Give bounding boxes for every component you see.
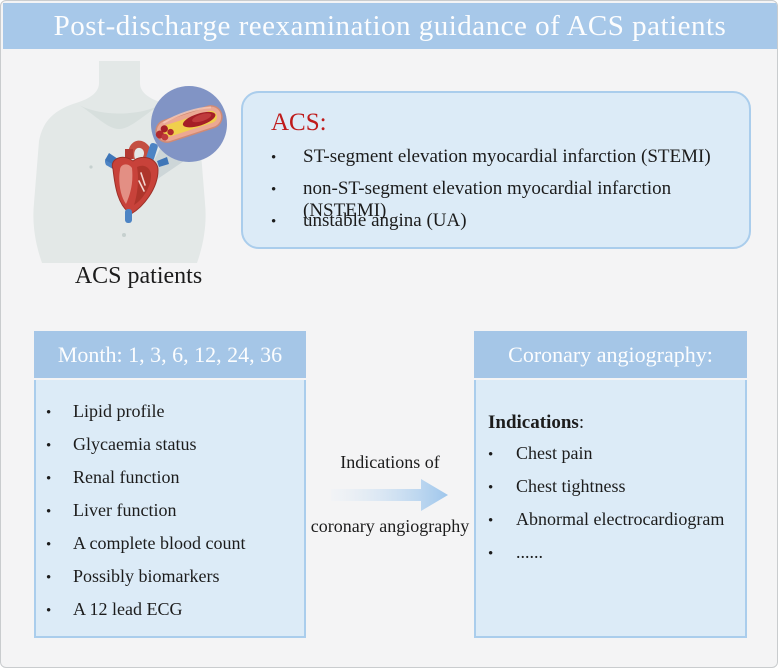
bullet-icon: • [46, 603, 52, 619]
right-arrow-icon [331, 479, 448, 511]
indications-word: Indications [488, 412, 579, 433]
bullet-icon: • [488, 513, 494, 529]
followup-panel-body: • Lipid profile • Glycaemia status • Renal fu… [34, 380, 306, 638]
list-item-label: ST-segment elevation myocardial infarcti… [303, 146, 711, 167]
list-item-label: Possibly biomarkers [73, 566, 220, 586]
list-item-label: Chest tightness [516, 476, 626, 496]
bullet-icon: • [488, 447, 494, 463]
acs-definition-panel: ACS: • ST-segment elevation myocardial in… [241, 91, 751, 249]
list-item: • Renal function [46, 467, 300, 500]
bullet-icon: • [46, 537, 52, 553]
bullet-icon: • [46, 504, 52, 520]
indications-list: • Chest pain • Chest tightness • Abnormal ele… [488, 443, 741, 575]
list-item: •...... [488, 542, 741, 575]
list-item: • Chest tightness [488, 476, 741, 509]
list-item-label: non-ST-segment elevation myocardial infa… [303, 178, 672, 221]
angiography-panel-title: Coronary angiography: [508, 341, 713, 367]
followup-panel-title: Month: 1, 3, 6, 12, 24, 36 [57, 341, 283, 367]
list-item: • non-ST-segment elevation myocardial inf… [271, 178, 729, 221]
torso-detail-dot [89, 165, 93, 169]
indications-colon: : [578, 412, 585, 433]
patient-illustration [21, 57, 236, 269]
list-item: • A 12 lead ECG [46, 599, 300, 632]
bullet-icon: • [46, 405, 52, 421]
list-item-label: Chest pain [516, 443, 593, 463]
bullet-icon: • [271, 182, 277, 198]
list-item: • Possibly biomarkers [46, 566, 300, 599]
figure-title: Post-discharge reexamination guidance of… [53, 9, 727, 42]
indications-subheading: Indications: [488, 412, 741, 434]
arrow-label-top: Indications of [340, 452, 440, 472]
list-item: • Liver function [46, 500, 300, 533]
bullet-icon: • [46, 438, 52, 454]
list-item: • unstable angina (UA) [271, 210, 729, 242]
acs-heading: ACS: [271, 109, 327, 136]
angiography-panel-body: Indications: • Chest pain • Chest tightness… [474, 380, 747, 638]
list-item: • Abnormal electrocardiogram [488, 509, 741, 542]
patient-label: ACS patients [74, 263, 203, 289]
torso-collar-shading [76, 103, 163, 129]
arrow-label-bottom: coronary angiography [310, 516, 470, 536]
list-item: • Glycaemia status [46, 434, 300, 467]
list-item-label: A complete blood count [73, 533, 246, 553]
acs-definition-list: • ST-segment elevation myocardial infarct… [271, 146, 729, 242]
bullet-icon: • [488, 546, 494, 562]
followup-test-list: • Lipid profile • Glycaemia status • Renal fu… [46, 401, 300, 632]
list-item-label: A 12 lead ECG [73, 599, 183, 619]
list-item-label: Abnormal electrocardiogram [516, 509, 725, 529]
list-item: • Chest pain [488, 443, 741, 476]
followup-panel-header: Month: 1, 3, 6, 12, 24, 36 [34, 331, 306, 378]
list-item-label: unstable angina (UA) [303, 210, 467, 231]
bullet-icon: • [46, 570, 52, 586]
list-item-label: Liver function [73, 500, 177, 520]
torso-illustration [33, 61, 227, 263]
bullet-icon: • [271, 214, 277, 230]
list-item-label: Renal function [73, 467, 180, 487]
list-item: • ST-segment elevation myocardial infarct… [271, 146, 729, 178]
heart-illustration [105, 140, 169, 223]
bullet-icon: • [271, 150, 277, 166]
angiography-panel-header: Coronary angiography: [474, 331, 747, 378]
list-item-label: Lipid profile [73, 401, 165, 421]
bullet-icon: • [46, 471, 52, 487]
arrow-annotation: Indications of coronary angiography [304, 452, 476, 537]
list-item: • A complete blood count [46, 533, 300, 566]
artery-callout [151, 86, 227, 162]
figure-title-bar: Post-discharge reexamination guidance of… [3, 3, 777, 49]
bullet-icon: • [488, 480, 494, 496]
list-item-label: ...... [516, 542, 543, 562]
torso-navel-dot [122, 233, 126, 237]
list-item: • Lipid profile [46, 401, 300, 434]
followup-panel: Month: 1, 3, 6, 12, 24, 36 • Lipid profil… [34, 331, 306, 638]
angiography-panel: Coronary angiography: Indications: • Ches… [474, 331, 747, 638]
list-item-label: Glycaemia status [73, 434, 197, 454]
